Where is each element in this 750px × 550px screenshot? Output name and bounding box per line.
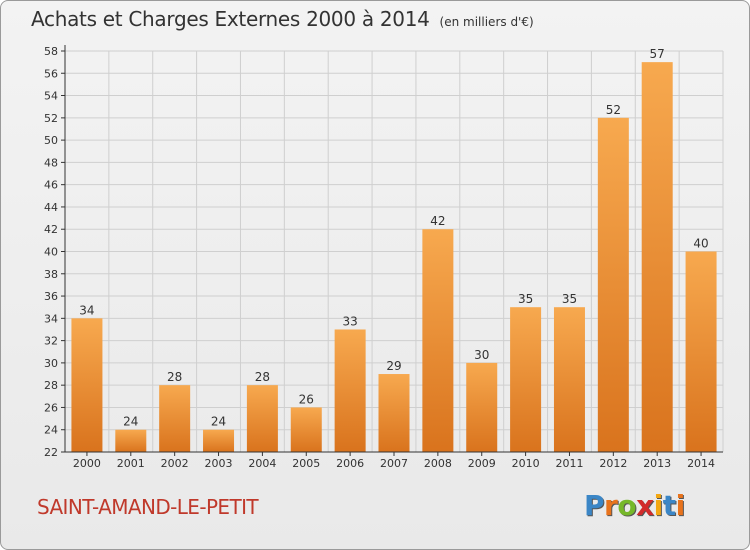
bar [246,385,278,452]
data-label: 52 [606,103,621,117]
bar [553,307,585,452]
axes: 22 24 26 28 30 32 34 36 38 40 42 44 46 48 50 52 54 56 58 20… [44,45,723,470]
title-unit: (en milliers d'€) [439,15,534,29]
logo-letter: r [604,489,618,522]
bar [422,229,454,452]
x-tick-label: 2007 [380,457,408,470]
x-tick-label: 2003 [205,457,233,470]
bar [466,362,498,452]
y-tick-label: 28 [44,379,58,392]
bars [71,62,717,453]
y-tick-label: 54 [44,90,58,103]
data-labels: 34 24 28 24 28 26 33 29 42 30 35 35 52 57 40 [79,47,708,429]
bar [290,407,322,452]
bar [685,251,717,452]
data-label: 24 [211,415,226,429]
y-tick-label: 40 [44,246,58,259]
x-tick-label: 2004 [248,457,276,470]
data-label: 40 [693,237,708,251]
y-tick-label: 38 [44,268,58,281]
data-label: 57 [650,47,665,61]
data-label: 33 [342,314,357,328]
x-tick-label: 2001 [117,457,145,470]
y-tick-label: 32 [44,335,58,348]
logo-letter: x [636,489,654,522]
x-tick-label: 2009 [468,457,496,470]
data-label: 24 [123,415,138,429]
commune-name: SAINT-AMAND-LE-PETIT [37,495,259,519]
bar [71,318,103,452]
logo-letter: i [653,489,664,522]
logo-letter: t [662,489,676,522]
y-tick-label: 42 [44,223,58,236]
bar [334,329,366,452]
data-label: 34 [79,303,94,317]
y-tick-label: 36 [44,290,58,303]
title-text: Achats et Charges Externes 2000 à 2014 [31,7,430,31]
y-tick-label: 50 [44,134,58,147]
x-tick-label: 2013 [643,457,671,470]
x-tick-label: 2006 [336,457,364,470]
proxiti-logo: Proxiti [584,489,685,522]
logo-letter: i [675,489,686,522]
x-tick-label: 2002 [161,457,189,470]
x-tick-label: 2008 [424,457,452,470]
bar [378,374,410,452]
x-tick-label: 2010 [512,457,540,470]
logo-letter: P [584,489,605,522]
data-label: 30 [474,348,489,362]
y-tick-label: 30 [44,357,58,370]
bar [510,307,542,452]
data-label: 26 [299,392,314,406]
data-label: 28 [167,370,182,384]
y-tick-label: 26 [44,401,58,414]
y-tick-label: 56 [44,67,58,80]
bar [115,429,147,452]
y-tick-label: 52 [44,112,58,125]
y-tick-label: 22 [44,446,58,459]
x-tick-label: 2005 [292,457,320,470]
bar [203,429,235,452]
bar [641,62,673,453]
x-tick-label: 2014 [687,457,715,470]
logo-letter: o [617,489,637,522]
data-label: 42 [430,214,445,228]
y-tick-label: 34 [44,312,58,325]
data-label: 29 [386,359,401,373]
data-label: 35 [562,292,577,306]
y-tick-label: 48 [44,156,58,169]
x-tick-label: 2000 [73,457,101,470]
y-tick-label: 46 [44,179,58,192]
bar [159,385,191,452]
x-tick-label: 2011 [555,457,583,470]
y-tick-label: 24 [44,424,58,437]
bar [597,117,629,452]
y-tick-label: 44 [44,201,58,214]
y-tick-label: 58 [44,45,58,58]
data-label: 28 [255,370,270,384]
chart-title: Achats et Charges Externes 2000 à 2014 (e… [31,7,534,31]
x-tick-label: 2012 [599,457,627,470]
data-label: 35 [518,292,533,306]
